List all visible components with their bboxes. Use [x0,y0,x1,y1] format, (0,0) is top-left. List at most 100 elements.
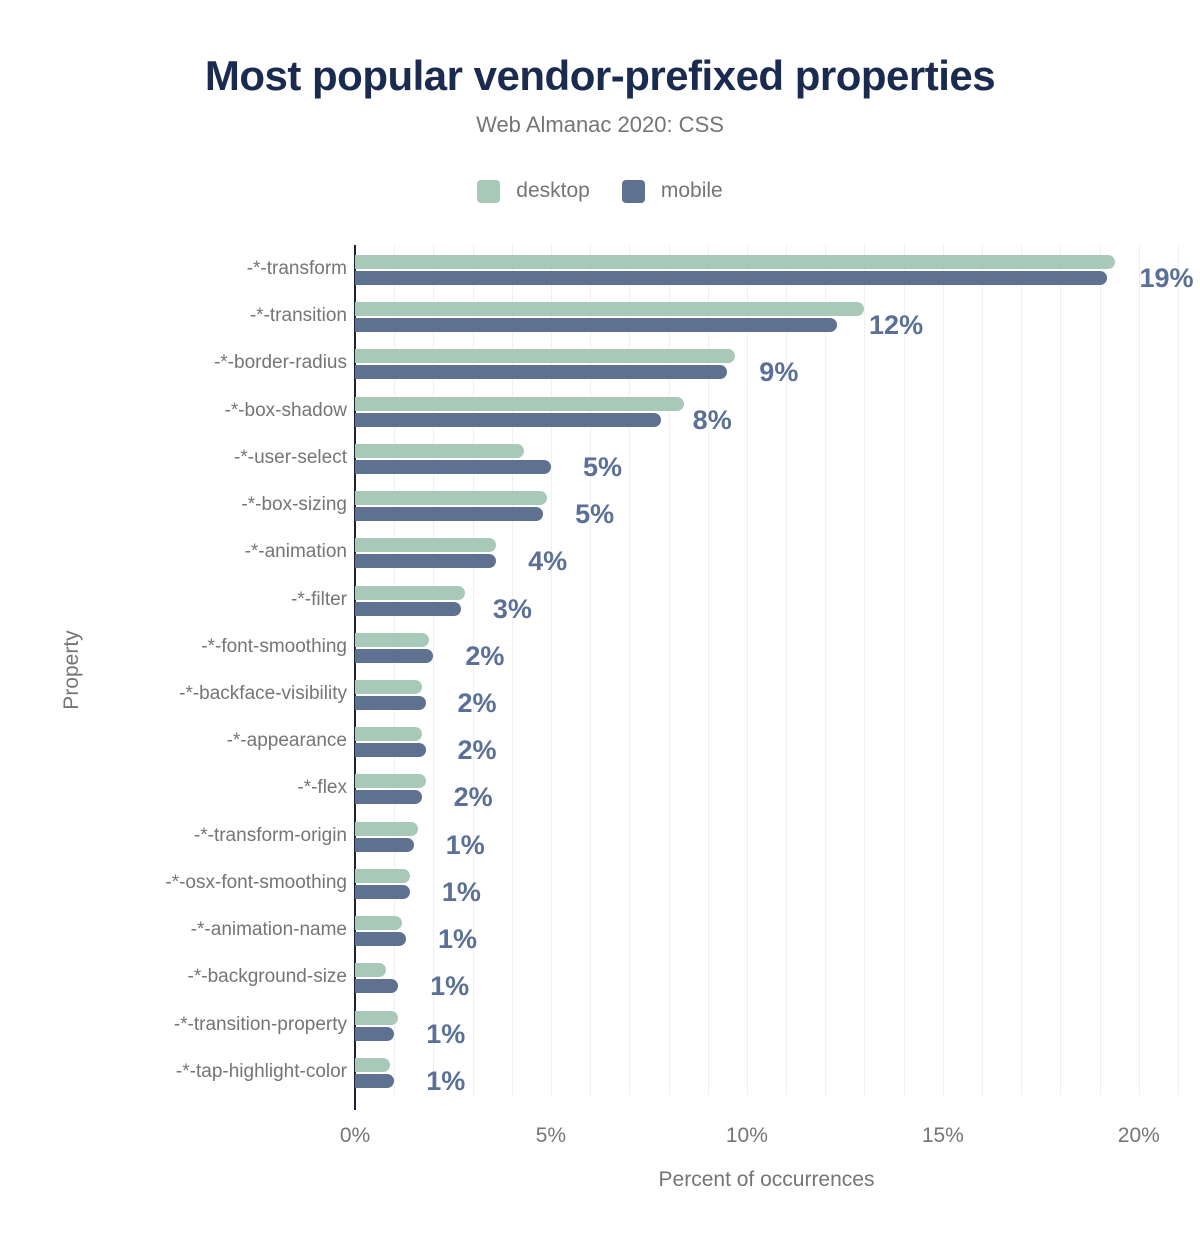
gridline [394,245,396,1095]
value-label: 1% [426,1018,466,1049]
value-label: 9% [759,357,799,388]
value-label: 1% [441,876,481,907]
chart-title: Most popular vendor-prefixed properties [204,52,996,99]
category-label: -*-transition-property [173,1013,347,1035]
gridline [942,245,944,1095]
value-label: 1% [430,971,470,1002]
bar-mobile [355,1026,395,1041]
bar-mobile [355,318,838,333]
bar-mobile [355,696,426,710]
value-label: 8% [692,404,732,435]
x-tick-label: 20% [1117,1124,1160,1147]
bar-mobile [355,743,426,758]
bar-desktop [355,632,430,647]
gridline [629,245,631,1095]
gridline [982,245,984,1095]
value-label: 5% [582,451,622,482]
category-label: -*-box-shadow [224,399,348,421]
gridline [903,245,905,1095]
bar-mobile [355,837,414,852]
bar-mobile [355,932,406,947]
legend-label-mobile: mobile [660,179,723,202]
bar-desktop [355,727,422,742]
bar-desktop [355,868,410,883]
bar-desktop [355,491,548,506]
bar-mobile [355,1073,395,1088]
bar-mobile [355,979,399,994]
category-label: -*-animation-name [190,919,347,941]
gridline [668,245,670,1095]
gridline [864,245,866,1095]
gridline [1138,245,1140,1095]
category-label: -*-filter [291,588,347,610]
x-tick-label: 10% [725,1124,768,1147]
bar-mobile [355,459,551,474]
value-label: 2% [465,640,505,671]
category-label: -*-transform [246,258,347,279]
value-label: 2% [457,735,497,766]
bar-desktop [355,255,1116,269]
bar-mobile [355,507,544,522]
bar-mobile [355,601,461,616]
bar-desktop [355,963,387,978]
bar-desktop [355,1010,399,1025]
category-label: -*-backface-visibility [179,683,347,704]
value-label: 1% [445,829,485,860]
category-label: -*-animation [244,541,347,563]
gridline [1178,245,1179,1095]
gridline [746,245,748,1095]
bar-mobile [355,884,410,899]
category-label: -*-flex [297,777,347,799]
gridline [433,245,435,1095]
legend-item-mobile: mobile [621,179,723,203]
bar-mobile [355,790,422,805]
x-tick-label: 0% [339,1124,371,1147]
bar-desktop [355,396,685,411]
gridline [1060,245,1062,1095]
gridline [1099,245,1101,1095]
gridline [550,245,552,1095]
legend-item-desktop: desktop [477,179,590,203]
x-axis-title: Percent of occurrences [658,1168,875,1191]
bar-desktop [355,821,418,836]
x-tick-label: 5% [535,1124,567,1147]
gridline [1021,245,1023,1095]
bar-mobile [355,554,497,569]
category-label: -*-transition [249,305,347,327]
gridline [786,245,788,1095]
value-label: 2% [453,782,493,813]
bar-mobile [355,365,728,380]
value-label: 4% [528,546,568,577]
category-label: -*-font-smoothing [201,635,347,657]
y-axis-line [354,245,356,1110]
legend-label-desktop: desktop [516,179,590,202]
bar-desktop [355,585,465,600]
value-label: 1% [437,924,477,955]
bar-desktop [355,443,524,458]
category-label: -*-appearance [226,730,347,752]
category-label: -*-tap-highlight-color [175,1060,347,1082]
legend-swatch-desktop-icon [477,179,501,203]
x-tick-label: 15% [921,1124,964,1147]
gridline [472,245,474,1095]
bar-mobile [355,648,434,663]
value-label: 12% [869,310,924,341]
bar-desktop [355,774,426,789]
value-label: 19% [1139,263,1194,293]
category-label: -*-osx-font-smoothing [165,871,347,893]
bar-desktop [355,349,736,364]
bar-mobile [355,412,661,427]
legend-swatch-mobile-icon [621,179,645,203]
bar-desktop [355,680,422,694]
gridline [511,245,513,1095]
bar-desktop [355,538,497,553]
chart-subtitle: Web Almanac 2020: CSS [476,112,724,137]
gridline [590,245,592,1095]
value-label: 1% [426,1065,466,1096]
category-label: -*-background-size [187,966,347,988]
bar-desktop [355,916,403,931]
bar-desktop [355,1057,391,1072]
category-label: -*-user-select [234,446,347,468]
legend: desktop mobile [0,179,1200,203]
